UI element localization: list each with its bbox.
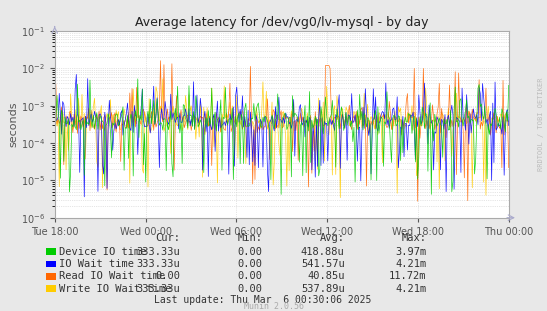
- Text: 333.33u: 333.33u: [137, 247, 181, 257]
- Text: Max:: Max:: [401, 233, 427, 243]
- Text: Munin 2.0.56: Munin 2.0.56: [243, 302, 304, 311]
- Text: 0.00: 0.00: [155, 272, 181, 281]
- Text: 537.89u: 537.89u: [301, 284, 345, 294]
- Text: 333.33u: 333.33u: [137, 259, 181, 269]
- Text: IO Wait time: IO Wait time: [59, 259, 134, 269]
- Text: Min:: Min:: [237, 233, 263, 243]
- Text: Last update: Thu Mar  6 00:30:06 2025: Last update: Thu Mar 6 00:30:06 2025: [154, 295, 371, 305]
- Text: Read IO Wait time: Read IO Wait time: [59, 272, 165, 281]
- Text: 40.85u: 40.85u: [307, 272, 345, 281]
- Text: RRDTOOL / TOBI OETIKER: RRDTOOL / TOBI OETIKER: [538, 78, 544, 171]
- Text: Avg:: Avg:: [319, 233, 345, 243]
- Text: 0.00: 0.00: [237, 247, 263, 257]
- Text: 0.00: 0.00: [237, 284, 263, 294]
- Text: 4.21m: 4.21m: [395, 284, 427, 294]
- Text: 541.57u: 541.57u: [301, 259, 345, 269]
- Text: Cur:: Cur:: [155, 233, 181, 243]
- Text: Device IO time: Device IO time: [59, 247, 147, 257]
- Text: 11.72m: 11.72m: [389, 272, 427, 281]
- Text: 0.00: 0.00: [237, 259, 263, 269]
- Text: Write IO Wait time: Write IO Wait time: [59, 284, 172, 294]
- Title: Average latency for /dev/vg0/lv-mysql - by day: Average latency for /dev/vg0/lv-mysql - …: [135, 16, 428, 29]
- Text: 3.97m: 3.97m: [395, 247, 427, 257]
- Text: 418.88u: 418.88u: [301, 247, 345, 257]
- Text: 0.00: 0.00: [237, 272, 263, 281]
- Text: 4.21m: 4.21m: [395, 259, 427, 269]
- Y-axis label: seconds: seconds: [8, 102, 18, 147]
- Text: 333.33u: 333.33u: [137, 284, 181, 294]
